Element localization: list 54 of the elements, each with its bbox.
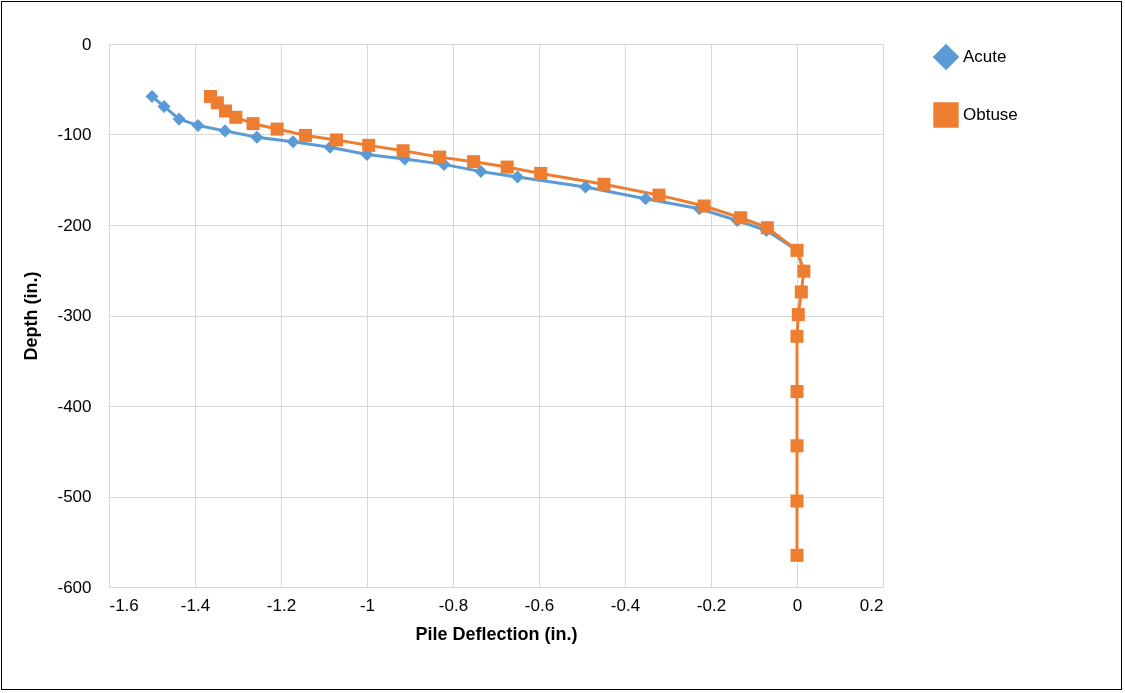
point <box>298 128 313 142</box>
point <box>791 308 805 322</box>
point <box>157 99 171 113</box>
x-tick-label: -0.2 <box>696 595 727 615</box>
legend-label: Acute <box>963 47 1007 66</box>
point <box>191 118 205 132</box>
x-axis-title: Pile Deflection (in.) <box>415 623 578 644</box>
point <box>250 130 264 144</box>
y-tick-label: -200 <box>57 215 92 235</box>
point <box>467 155 481 169</box>
x-tick-label: 0 <box>792 595 803 615</box>
point <box>652 188 666 202</box>
point <box>286 135 300 149</box>
point <box>697 199 711 213</box>
point <box>229 110 243 124</box>
x-tick-label: -1.4 <box>180 595 211 615</box>
point <box>396 144 410 158</box>
point <box>510 170 525 184</box>
point <box>246 117 260 131</box>
point <box>172 112 186 126</box>
x-tick-label: -1 <box>359 595 376 615</box>
point <box>500 160 514 174</box>
x-tick-label: -0.6 <box>524 595 555 615</box>
point <box>362 138 376 152</box>
y-tick-label: -100 <box>57 125 92 144</box>
point <box>790 329 804 343</box>
point <box>597 177 611 191</box>
y-tick-label: -500 <box>57 487 92 506</box>
point <box>270 122 284 136</box>
point <box>534 166 548 180</box>
y-axis-title: Depth (in.) <box>21 271 42 361</box>
point <box>433 150 447 164</box>
point <box>474 165 488 179</box>
point <box>790 548 804 562</box>
x-tick-label: -0.8 <box>438 595 469 615</box>
point <box>218 124 232 138</box>
y-tick-label: -400 <box>57 396 92 416</box>
point <box>790 494 804 508</box>
x-tick-label: -1.2 <box>266 595 297 615</box>
legend-label: Obtuse <box>963 105 1018 124</box>
point <box>790 439 804 453</box>
point <box>794 285 808 299</box>
point <box>145 89 159 104</box>
point <box>639 192 653 206</box>
x-tick-label: -0.4 <box>610 595 641 615</box>
y-tick-label: -300 <box>57 306 92 325</box>
point <box>790 385 804 399</box>
x-tick-label: -1.6 <box>109 595 139 615</box>
y-tick-label: -600 <box>57 577 92 597</box>
point <box>329 133 343 147</box>
x-tick-label: 0.2 <box>859 595 884 615</box>
point <box>578 180 592 194</box>
y-tick-label: 0 <box>82 34 92 54</box>
point <box>734 211 748 225</box>
